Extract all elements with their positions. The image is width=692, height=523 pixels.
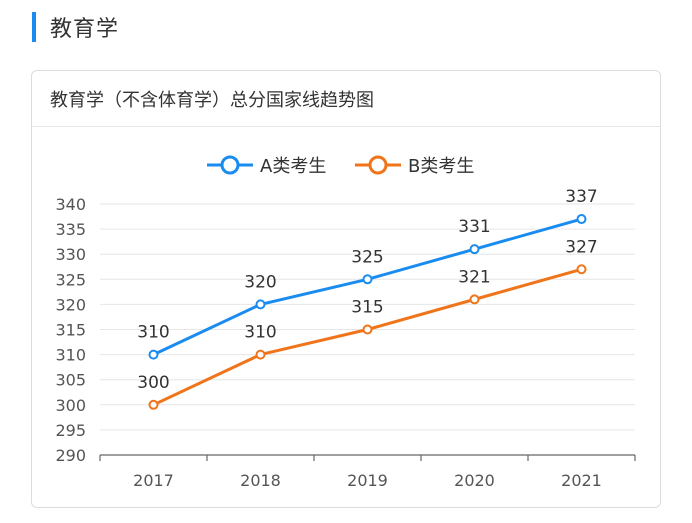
axes: 290 295 300 305 310 315 320 325 330 335 340 2017 201… [55,195,636,490]
data-label: 321 [458,267,490,287]
data-label: 327 [565,237,597,257]
data-label: 320 [244,272,276,292]
legend[interactable]: A类考生 B类考生 [207,155,474,177]
legend-label: A类考生 [260,156,326,177]
data-point[interactable] [255,299,266,310]
data-point[interactable] [469,294,480,305]
chart-card-title: 教育学（不含体育学）总分国家线趋势图 [32,71,660,127]
chart-card: 教育学（不含体育学）总分国家线趋势图 [31,70,661,508]
data-point[interactable] [576,214,587,225]
series-line-b [152,267,582,407]
y-tick-label: 295 [55,421,86,440]
y-tick-label: 300 [55,396,86,415]
y-tick-label: 340 [55,195,86,214]
legend-item-a[interactable]: A类考生 [207,155,326,177]
data-label: 310 [244,323,276,343]
y-tick-label: 310 [55,346,86,365]
data-point[interactable] [576,264,587,275]
data-point[interactable] [255,349,266,360]
section-accent-bar [32,12,36,42]
data-point[interactable] [362,274,373,285]
x-tick-label: 2019 [347,471,388,490]
x-tick-label: 2017 [133,471,174,490]
data-label: 310 [137,323,169,343]
data-point[interactable] [362,324,373,335]
section-title: 教育学 [50,17,120,42]
x-tick-label: 2020 [454,471,495,490]
y-tick-label: 315 [55,321,86,340]
x-tick-label: 2021 [561,471,602,490]
y-tick-label: 290 [55,446,86,465]
data-point[interactable] [469,244,480,255]
data-label: 331 [458,217,490,237]
y-tick-label: 330 [55,245,86,264]
data-point[interactable] [148,349,159,360]
legend-marker-icon [220,155,240,175]
series-lines [148,214,587,410]
data-label: 315 [351,298,383,318]
y-tick-label: 325 [55,270,86,289]
y-tick-label: 320 [55,295,86,314]
x-tick-label: 2018 [240,471,281,490]
data-label: 300 [137,373,169,393]
legend-marker-icon [368,155,388,175]
y-tick-label: 305 [55,371,86,390]
section-header: 教育学 [32,10,119,44]
legend-label: B类考生 [408,156,474,177]
data-point[interactable] [148,399,159,410]
data-labels: 310 320 325 331 337 300 310 315 321 327 [137,187,597,393]
data-label: 337 [565,187,597,207]
legend-item-b[interactable]: B类考生 [355,155,474,177]
data-label: 325 [351,247,383,267]
y-tick-label: 335 [55,220,86,239]
